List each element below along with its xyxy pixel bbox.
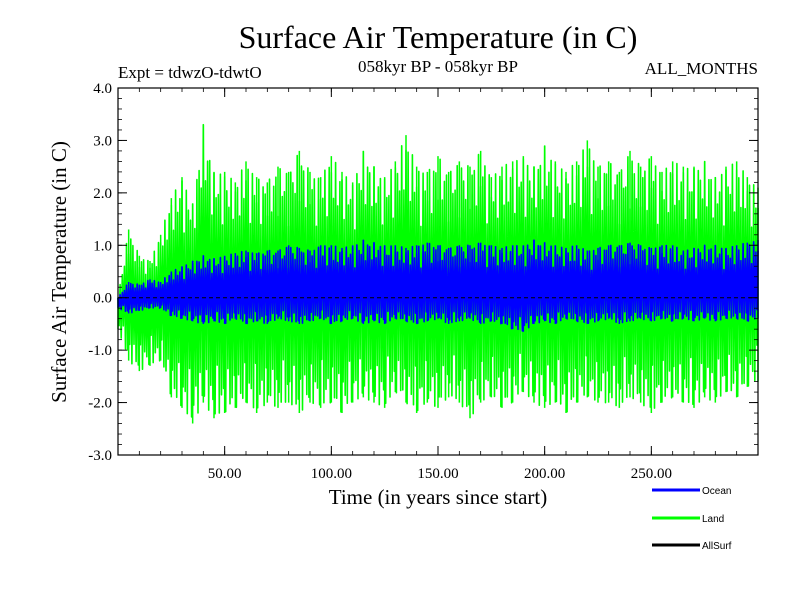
x-axis-label: Time (in years since start) <box>329 485 548 509</box>
legend-ocean-label: Ocean <box>702 486 731 497</box>
y-tick-label: 4.0 <box>93 81 112 97</box>
axes-layer: -3.0 -2.0 -1.0 0.0 1.0 2.0 3.0 4.0 50.00 100.00 15… <box>88 81 759 482</box>
y-tick-label: -1.0 <box>88 343 112 359</box>
experiment-label: Expt = tdwzO-tdwtO <box>118 63 262 82</box>
y-axis-label: Surface Air Temperature (in C) <box>47 141 71 403</box>
x-tick-label: 50.00 <box>208 466 242 482</box>
period-label: 058kyr BP - 058kyr BP <box>358 57 518 76</box>
y-tick-label: 2.0 <box>93 186 112 202</box>
chart-title: Surface Air Temperature (in C) <box>239 19 638 55</box>
x-tick-label: 150.00 <box>417 466 458 482</box>
x-tick-label: 200.00 <box>524 466 565 482</box>
legend: Ocean Land AllSurf <box>652 486 732 552</box>
y-tick-label: -3.0 <box>88 448 112 464</box>
y-tick-label: 1.0 <box>93 238 112 254</box>
y-tick-label: -2.0 <box>88 396 112 412</box>
y-tick-label: 0.0 <box>93 291 112 307</box>
legend-allsurf-label: AllSurf <box>702 541 732 552</box>
x-tick-label: 250.00 <box>631 466 672 482</box>
months-label: ALL_MONTHS <box>645 59 758 78</box>
legend-land-label: Land <box>702 514 724 525</box>
x-tick-label: 100.00 <box>311 466 352 482</box>
y-tick-label: 3.0 <box>93 133 112 149</box>
series-layer <box>117 123 759 424</box>
